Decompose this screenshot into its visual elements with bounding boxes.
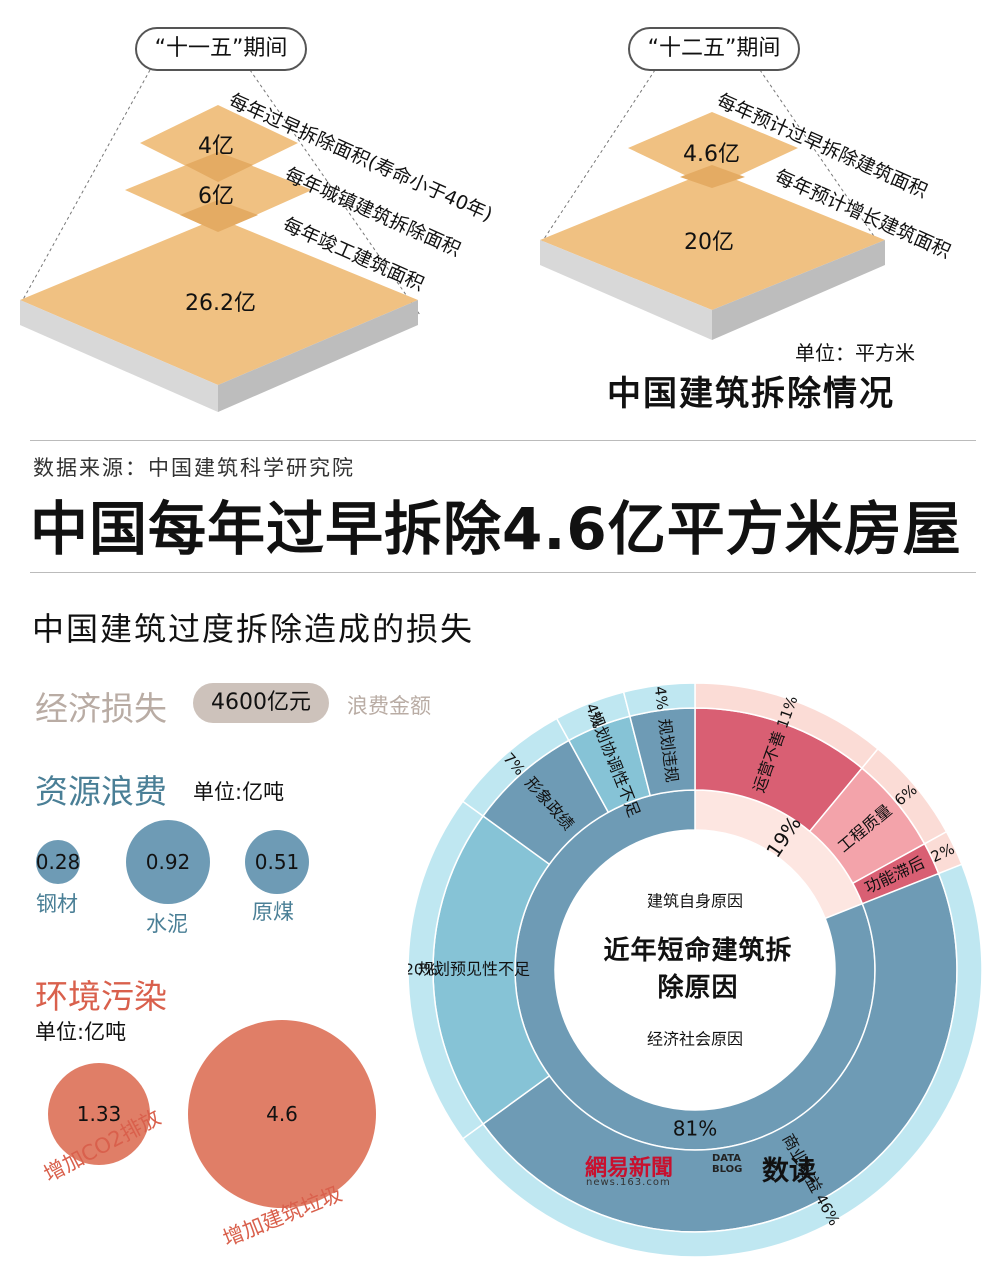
plate-side bbox=[218, 300, 418, 412]
economic-label: 经济损失 bbox=[35, 689, 167, 728]
bubble-steel: 0.28 bbox=[36, 840, 80, 884]
environment-label: 环境污染 bbox=[35, 977, 167, 1016]
plate-side bbox=[540, 240, 712, 340]
bubble-label: 钢材 bbox=[36, 892, 78, 916]
resource-label: 资源浪费 bbox=[35, 772, 167, 811]
shudu-logo: 数读 bbox=[762, 1156, 816, 1187]
plate-26.2 bbox=[20, 218, 418, 385]
chart-title: 近年短命建筑拆除原因 bbox=[603, 936, 793, 1003]
inner-name: 建筑自身原因 bbox=[647, 892, 743, 911]
source-text: 数据来源：中国建筑科学研究院 bbox=[33, 456, 355, 480]
plate-20 bbox=[540, 170, 885, 310]
value-4: 4亿 bbox=[198, 134, 234, 159]
donut-center bbox=[555, 830, 835, 1110]
divider bbox=[30, 440, 976, 441]
guide-line bbox=[759, 69, 881, 246]
value-6: 6亿 bbox=[198, 184, 234, 209]
netease-logo: 網易新聞 bbox=[585, 1155, 674, 1181]
outer-rim-7 bbox=[622, 682, 696, 718]
value-20: 20亿 bbox=[684, 230, 734, 255]
datablog-logo: DATA BLOG bbox=[712, 1153, 743, 1175]
plate-overlap bbox=[180, 200, 258, 232]
value-4.6: 4.6亿 bbox=[683, 142, 740, 167]
guide-line bbox=[249, 69, 421, 316]
economic-amount-badge: 4600亿元 bbox=[193, 683, 329, 723]
isometric-illustration bbox=[19, 69, 885, 412]
unit-label: 单位：平方米 bbox=[795, 341, 915, 365]
bubble-co2: 1.33 bbox=[48, 1063, 150, 1165]
headline: 中国每年过早拆除4.6亿平方米房屋 bbox=[30, 495, 962, 563]
bubble-label: 水泥 bbox=[146, 912, 188, 936]
period-label-11: “十一五”期间 bbox=[135, 27, 307, 71]
economic-desc: 浪费金额 bbox=[347, 694, 431, 718]
divider bbox=[30, 572, 976, 573]
netease-sub: news.163.com bbox=[586, 1177, 671, 1188]
inner-percent: 81% bbox=[673, 1117, 717, 1141]
plate-overlap bbox=[185, 152, 253, 182]
plate-side bbox=[712, 240, 885, 340]
segment-percent: 4% bbox=[651, 685, 672, 711]
bubble-coal: 0.51 bbox=[245, 830, 309, 894]
resource-unit: 单位:亿吨 bbox=[193, 780, 285, 804]
bubble-cement: 0.92 bbox=[126, 820, 210, 904]
plate-4.6 bbox=[628, 112, 798, 188]
segment-percent: 20% bbox=[408, 961, 438, 979]
segment-label: 规划预见性不足 bbox=[418, 960, 530, 979]
guide-line bbox=[539, 69, 656, 246]
value-26: 26.2亿 bbox=[185, 291, 256, 316]
plate-side bbox=[20, 300, 218, 412]
illustration-title: 中国建筑拆除情况 bbox=[607, 374, 895, 414]
plate-overlap bbox=[680, 165, 745, 188]
bubble-label: 原煤 bbox=[252, 900, 294, 924]
inner-name: 经济社会原因 bbox=[647, 1030, 743, 1049]
plate-6 bbox=[125, 152, 312, 232]
environment-unit: 单位:亿吨 bbox=[35, 1020, 127, 1044]
section-title: 中国建筑过度拆除造成的损失 bbox=[32, 610, 475, 648]
bubble-waste: 4.6 bbox=[188, 1020, 376, 1208]
period-label-12: “十二五”期间 bbox=[628, 27, 800, 71]
plate-4 bbox=[140, 105, 298, 182]
guide-line bbox=[19, 69, 151, 306]
